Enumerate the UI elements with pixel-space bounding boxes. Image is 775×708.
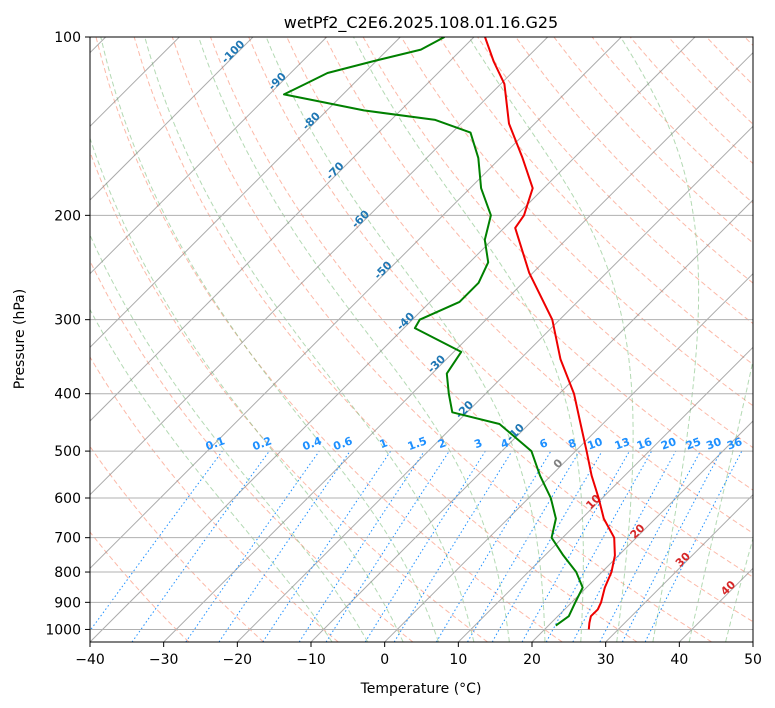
y-tick-label: 500 — [54, 444, 81, 460]
x-tick-label: 40 — [670, 652, 688, 668]
isotherm-line — [90, 37, 254, 201]
moist-adiabat-line — [90, 233, 369, 642]
mixing-ratio-line — [131, 450, 270, 642]
mixing-ratio-label: 36 — [725, 435, 744, 453]
isotherm-line — [163, 51, 753, 642]
isotherm-line — [236, 125, 753, 642]
mixing-ratio-label: 0.6 — [332, 434, 355, 453]
mixing-ratio-label: 8 — [566, 436, 578, 451]
dry-adiabat-line — [171, 37, 712, 642]
moist-adiabat-line — [620, 37, 700, 642]
mixing-ratio-label: 2 — [436, 436, 448, 451]
mixing-ratio-line — [218, 450, 351, 642]
x-tick-label: −10 — [296, 652, 326, 668]
mixing-ratio-label: 1 — [378, 436, 390, 451]
x-tick-label: 30 — [597, 652, 615, 668]
dry-adiabat-line — [400, 37, 753, 407]
y-axis-ticks: 100 200 300 400 500 600 700 800 900 1000 — [45, 30, 90, 638]
y-tick-label: 700 — [54, 531, 81, 547]
moist-adiabat-line — [725, 536, 753, 642]
moist-adiabat-line — [198, 37, 510, 642]
mixing-ratio-line — [545, 450, 653, 642]
mixing-ratio-label: 0.4 — [301, 434, 324, 453]
isotherm-line — [457, 346, 753, 642]
profiles — [283, 37, 616, 630]
y-tick-label: 100 — [54, 30, 81, 46]
dewpoint-profile-line — [283, 37, 584, 627]
dry-adiabat-line — [90, 531, 190, 642]
isotherm-line — [90, 37, 696, 642]
mixing-ratio-line — [90, 450, 223, 632]
mixing-ratio-line — [262, 450, 392, 642]
background-lines — [90, 37, 753, 642]
mixing-ratio-line — [325, 450, 450, 642]
dry-adiabat-line — [95, 37, 563, 642]
moist-adiabat-line — [90, 308, 333, 642]
mixing-ratio-labels: 0.1 0.2 0.4 0.6 1 1.5 2 3 4 6 8 10 13 16 20 25 30 36 — [204, 434, 744, 453]
moist-adiabat-line — [100, 37, 439, 642]
mixing-ratio-line — [393, 450, 513, 642]
dry-adiabat-line — [90, 445, 264, 642]
isotherm-line — [90, 37, 475, 422]
isotherm-line — [90, 37, 401, 349]
mixing-ratio-label: 0.1 — [204, 434, 227, 453]
y-tick-label: 1000 — [45, 622, 81, 638]
y-tick-label: 900 — [54, 595, 81, 611]
isotherm-line — [90, 37, 622, 570]
dry-adiabat-line — [324, 37, 753, 491]
x-tick-label: −20 — [223, 652, 253, 668]
moist-adiabat-line — [90, 136, 404, 642]
mixing-ratio-label: 3 — [472, 436, 484, 451]
dry-adiabat-line — [248, 37, 753, 578]
mixing-ratio-label: 13 — [613, 435, 632, 452]
mixing-ratio-label: 6 — [538, 436, 550, 451]
moist-adiabat-line — [144, 37, 475, 642]
isotherm-line — [605, 493, 753, 642]
dry-adiabat-line — [515, 37, 753, 284]
y-axis-label: Pressure (hPa) — [12, 289, 28, 389]
x-tick-label: 50 — [744, 652, 762, 668]
y-tick-label: 400 — [54, 387, 81, 403]
x-axis-ticks: −40 −30 −20 −10 0 10 20 30 40 50 — [75, 642, 762, 668]
mixing-ratio-label: 25 — [684, 435, 703, 452]
isotherm-line — [310, 199, 753, 642]
moist-adiabat-line — [688, 358, 753, 642]
dry-adiabat-line — [438, 37, 753, 366]
dry-adiabat-line — [210, 37, 753, 623]
y-tick-label: 200 — [54, 208, 81, 224]
x-tick-label: 10 — [449, 652, 467, 668]
y-tick-label: 800 — [54, 565, 81, 581]
mixing-ratio-label: 20 — [659, 435, 678, 453]
mixing-ratio-label: 30 — [704, 435, 723, 453]
mixing-ratio-line — [644, 450, 743, 642]
mixing-ratio-line — [298, 450, 425, 642]
x-tick-label: 0 — [380, 652, 389, 668]
mixing-ratio-line — [521, 450, 630, 642]
mixing-ratio-line — [185, 450, 320, 642]
chart-title: wetPf2_C2E6.2025.108.01.16.G25 — [284, 13, 558, 33]
mixing-ratio-label: 0.2 — [251, 434, 274, 453]
isotherm-line — [384, 272, 753, 642]
moist-adiabat-line — [265, 37, 546, 642]
y-tick-label: 600 — [54, 491, 81, 507]
isotherm-line — [531, 420, 753, 642]
y-tick-label: 300 — [54, 313, 81, 329]
x-tick-label: 20 — [523, 652, 541, 668]
mixing-ratio-label: 10 — [586, 435, 605, 453]
temperature-profile-line — [484, 37, 616, 630]
mixing-ratio-label: 4 — [499, 436, 511, 451]
x-tick-label: −40 — [75, 652, 105, 668]
isotherm-line — [90, 37, 549, 496]
mixing-ratio-label: 16 — [635, 435, 654, 453]
dry-adiabat-line — [90, 356, 339, 642]
x-tick-label: −30 — [149, 652, 179, 668]
dry-adiabat-line — [90, 150, 488, 642]
isotherm-line — [90, 37, 328, 275]
x-axis-label: Temperature (°C) — [360, 681, 482, 697]
moist-adiabat-line — [353, 37, 584, 642]
mixing-ratio-label: 1.5 — [406, 434, 429, 453]
plot-frame — [89, 36, 754, 643]
